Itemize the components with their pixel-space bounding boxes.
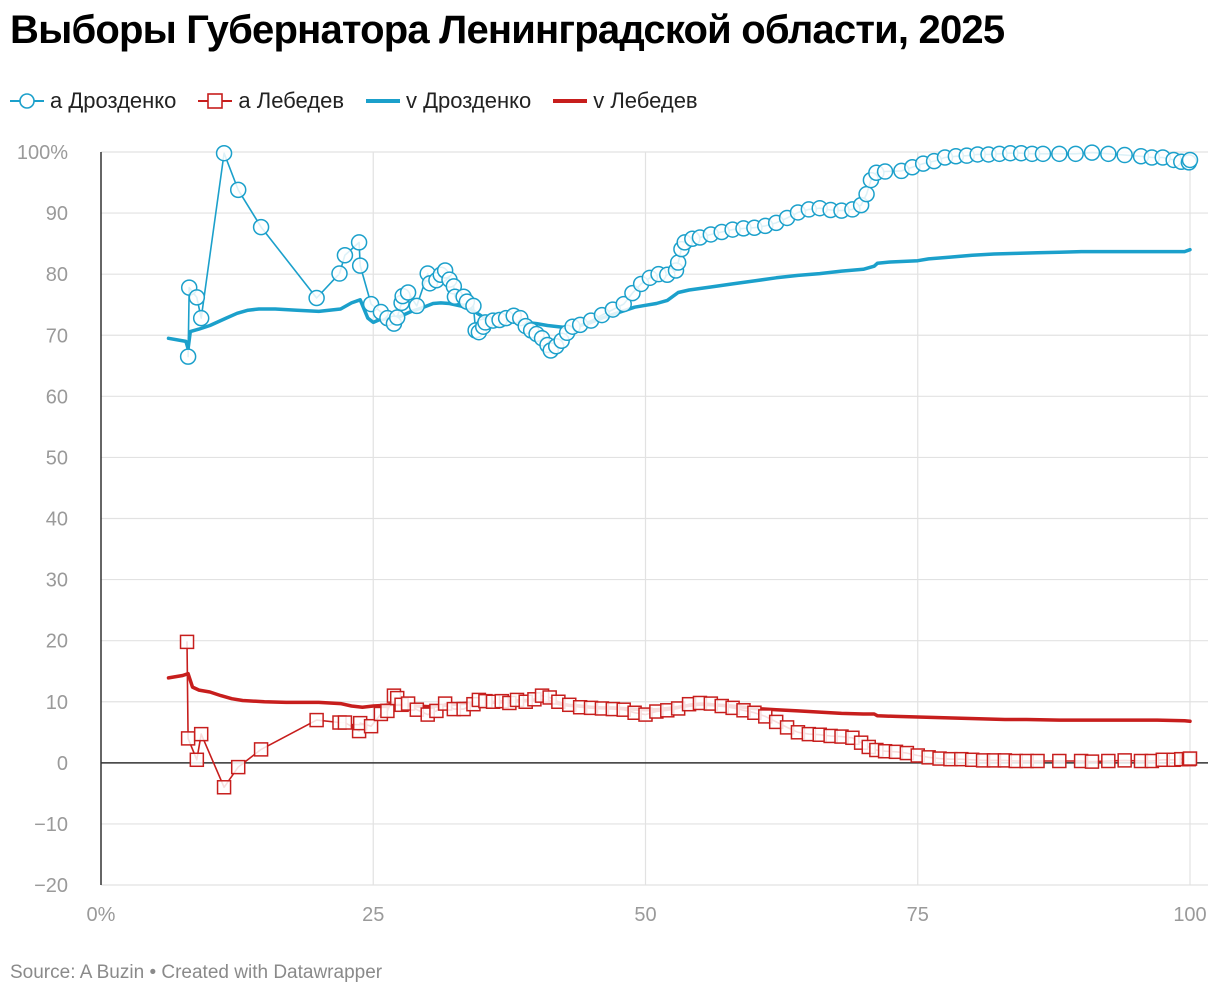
legend-circle-marker-icon (10, 93, 44, 109)
data-point-square (1084, 754, 1100, 769)
data-point-square (193, 726, 209, 742)
x-tick-label: 100 (1173, 904, 1206, 926)
footer-credit: Created with Datawrapper (161, 962, 383, 983)
y-tick-label: 20 (46, 631, 68, 653)
data-point-circle (308, 289, 325, 307)
legend-item-a-drozdenko: а Дрозденко (10, 88, 176, 114)
legend-item-v-lebedev: v Лебедев (553, 88, 698, 114)
footer-separator: • (149, 962, 157, 983)
legend-label: а Лебедев (238, 88, 345, 113)
y-tick-label: 80 (46, 264, 68, 286)
data-point-circle (350, 234, 368, 251)
legend-line-icon (366, 99, 401, 103)
grid-lines (101, 151, 1208, 886)
data-point-circle (252, 218, 270, 236)
data-point-square (216, 780, 232, 795)
data-point-circle (465, 297, 482, 315)
legend-square-marker-icon (198, 93, 233, 109)
data-point-circle (1034, 145, 1052, 163)
data-point-circle (192, 309, 210, 327)
data-point-square (189, 752, 205, 768)
y-tick-label: 100% (17, 142, 68, 164)
data-point-square (380, 703, 395, 719)
series-a-drozdenko (179, 144, 1199, 365)
data-point-square (1052, 753, 1067, 769)
footer-source: Source: A Buzin (10, 962, 145, 983)
data-point-circle (408, 297, 426, 315)
data-point-circle (1051, 145, 1068, 163)
data-point-square (180, 731, 196, 746)
y-tick-label: 0 (57, 753, 68, 775)
y-tick-label: −10 (34, 814, 68, 836)
data-point-circle (1116, 146, 1133, 164)
data-point-circle (1083, 144, 1101, 161)
data-point-circle (351, 257, 369, 274)
data-point-circle (669, 254, 687, 271)
data-point-circle (229, 181, 247, 199)
x-tick-label: 50 (634, 904, 656, 926)
data-point-square (1182, 751, 1198, 766)
legend-label: v Дрозденко (406, 88, 532, 113)
data-point-circle (336, 246, 354, 264)
series-a-lebedev (179, 634, 1198, 795)
y-tick-label: 40 (46, 509, 68, 531)
data-point-circle (1100, 145, 1117, 163)
data-point-circle (179, 348, 197, 365)
data-point-square (1117, 753, 1132, 768)
data-point-circle (858, 185, 875, 203)
legend-label: а Дрозденко (50, 88, 177, 113)
legend-item-v-drozdenko: v Дрозденко (366, 88, 531, 114)
data-point-circle (615, 295, 632, 313)
data-point-square (337, 715, 353, 730)
y-tick-label: −20 (34, 875, 68, 897)
data-point-square (1101, 753, 1116, 769)
y-tick-label: 50 (46, 447, 68, 469)
legend-item-a-lebedev: а Лебедев (198, 88, 344, 114)
data-point-circle (388, 309, 406, 326)
legend-label: v Лебедев (593, 88, 698, 113)
legend-line-icon (553, 99, 588, 103)
y-tick-label: 90 (46, 203, 68, 225)
data-point-circle (331, 265, 348, 282)
data-point-square (230, 759, 246, 775)
x-tick-label: 75 (907, 904, 929, 926)
data-point-circle (1067, 145, 1084, 163)
data-point-circle (399, 284, 417, 301)
data-point-circle (876, 163, 894, 180)
data-point-circle (188, 289, 206, 306)
chart-footer: Source: A Buzin • Created with Datawrapp… (10, 962, 382, 984)
data-point-circle (215, 144, 233, 162)
data-point-circle (1181, 151, 1199, 169)
y-tick-label: 10 (46, 692, 68, 714)
data-point-square (253, 742, 269, 757)
chart-legend: а Дрозденко а Лебедев v Дрозденко v Лебе… (10, 86, 720, 116)
data-point-square (179, 634, 195, 650)
chart-title: Выборы Губернатора Ленинградской области… (10, 8, 1005, 52)
y-tick-label: 70 (46, 325, 68, 347)
series-group (166, 144, 1199, 795)
y-tick-label: 30 (46, 570, 68, 592)
x-tick-label: 0% (87, 904, 116, 926)
data-point-square (363, 718, 379, 734)
data-point-square (1030, 753, 1045, 769)
y-tick-label: 60 (46, 386, 68, 408)
data-point-square (309, 712, 324, 728)
x-tick-label: 25 (362, 904, 384, 926)
